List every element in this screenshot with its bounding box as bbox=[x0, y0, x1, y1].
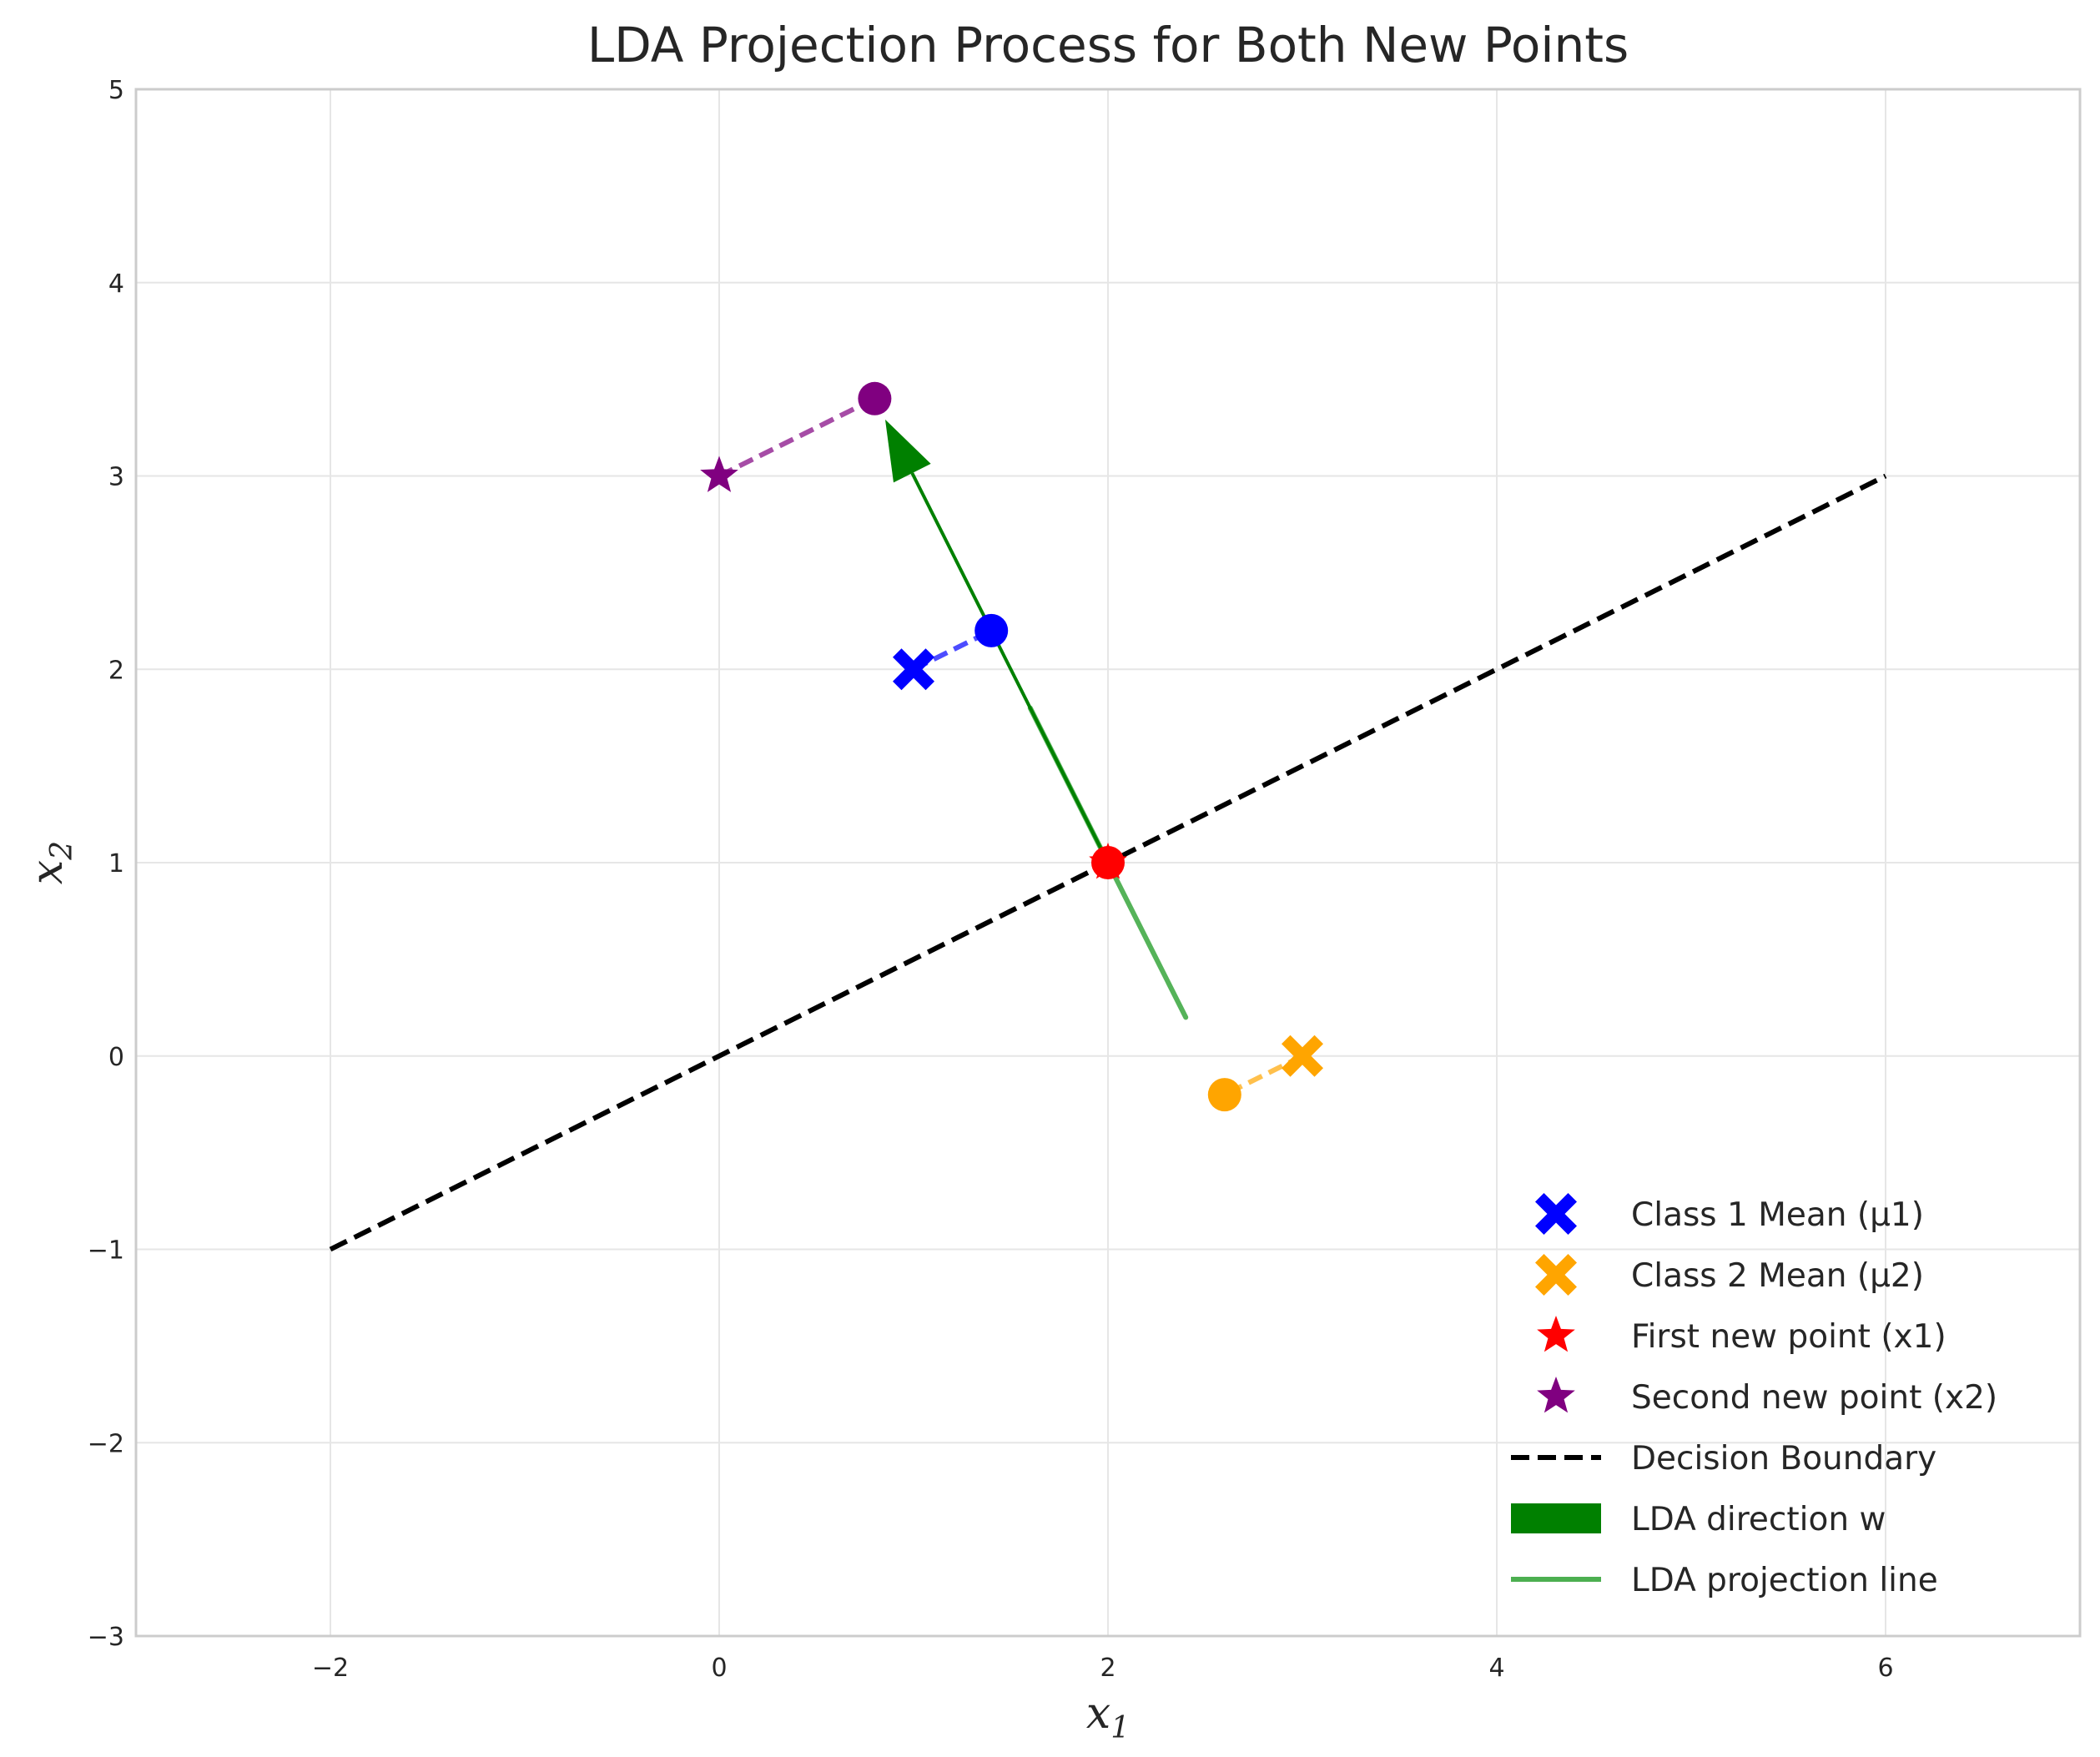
projected-point bbox=[858, 381, 892, 415]
lda-direction-arrowhead bbox=[884, 419, 931, 483]
x-axis-label-main: x bbox=[1086, 1689, 1110, 1739]
new-point-marker bbox=[700, 456, 738, 492]
legend-patch bbox=[1511, 1503, 1601, 1533]
y-tick-label: 1 bbox=[108, 849, 124, 878]
legend: Class 1 Mean (μ1) Class 2 Mean (μ2) First … bbox=[1511, 1193, 1997, 1599]
new-point-marker bbox=[1089, 843, 1127, 879]
y-tick-label: 2 bbox=[108, 656, 124, 685]
legend-label: LDA projection line bbox=[1631, 1562, 1938, 1599]
tick-labels: −2 0 2 4 6 −3 −2 −1 0 1 2 3 4 5 bbox=[88, 76, 1894, 1683]
x-tick-label: 4 bbox=[1488, 1654, 1504, 1683]
x-tick-label: 0 bbox=[711, 1654, 727, 1683]
y-axis-label: x2 bbox=[23, 841, 79, 884]
mean-marker bbox=[1282, 1035, 1323, 1077]
legend-marker-star bbox=[1537, 1316, 1575, 1352]
x-tick-label: 6 bbox=[1877, 1654, 1893, 1683]
legend-marker-x bbox=[1535, 1254, 1577, 1296]
y-tick-label: 5 bbox=[108, 76, 124, 105]
legend-marker-star bbox=[1537, 1377, 1575, 1413]
plot-frame bbox=[134, 88, 2082, 1638]
mean-marker bbox=[893, 648, 934, 691]
data-markers bbox=[700, 456, 1323, 1077]
legend-label: Class 1 Mean (μ1) bbox=[1631, 1196, 1924, 1234]
x-tick-label: −2 bbox=[312, 1654, 349, 1683]
y-axis-label-main: x bbox=[23, 860, 73, 884]
lda-direction-shaft bbox=[910, 472, 1110, 863]
y-tick-label: 3 bbox=[108, 463, 124, 492]
y-tick-label: −3 bbox=[88, 1623, 124, 1652]
legend-label: First new point (x1) bbox=[1631, 1318, 1946, 1356]
x-axis-label-subscript: 1 bbox=[1110, 1711, 1130, 1745]
legend-label: LDA direction w bbox=[1631, 1501, 1886, 1538]
y-tick-label: 4 bbox=[108, 269, 124, 299]
chart-title: LDA Projection Process for Both New Poin… bbox=[587, 17, 1629, 73]
legend-label: Class 2 Mean (μ2) bbox=[1631, 1257, 1924, 1295]
y-tick-label: −2 bbox=[88, 1429, 124, 1458]
legend-label: Decision Boundary bbox=[1631, 1440, 1936, 1478]
lda-direction-arrow bbox=[884, 419, 1110, 863]
x-axis-label: x1 bbox=[1086, 1689, 1130, 1745]
x-tick-label: 2 bbox=[1100, 1654, 1115, 1683]
projection-connector bbox=[718, 396, 876, 479]
projected-point bbox=[1207, 1078, 1241, 1112]
projected-point bbox=[974, 613, 1009, 647]
y-axis-label-subscript: 2 bbox=[45, 841, 79, 861]
legend-label: Second new point (x2) bbox=[1631, 1379, 1997, 1417]
legend-marker-x bbox=[1535, 1193, 1577, 1235]
y-tick-label: −1 bbox=[88, 1236, 124, 1266]
y-tick-label: 0 bbox=[108, 1043, 124, 1072]
